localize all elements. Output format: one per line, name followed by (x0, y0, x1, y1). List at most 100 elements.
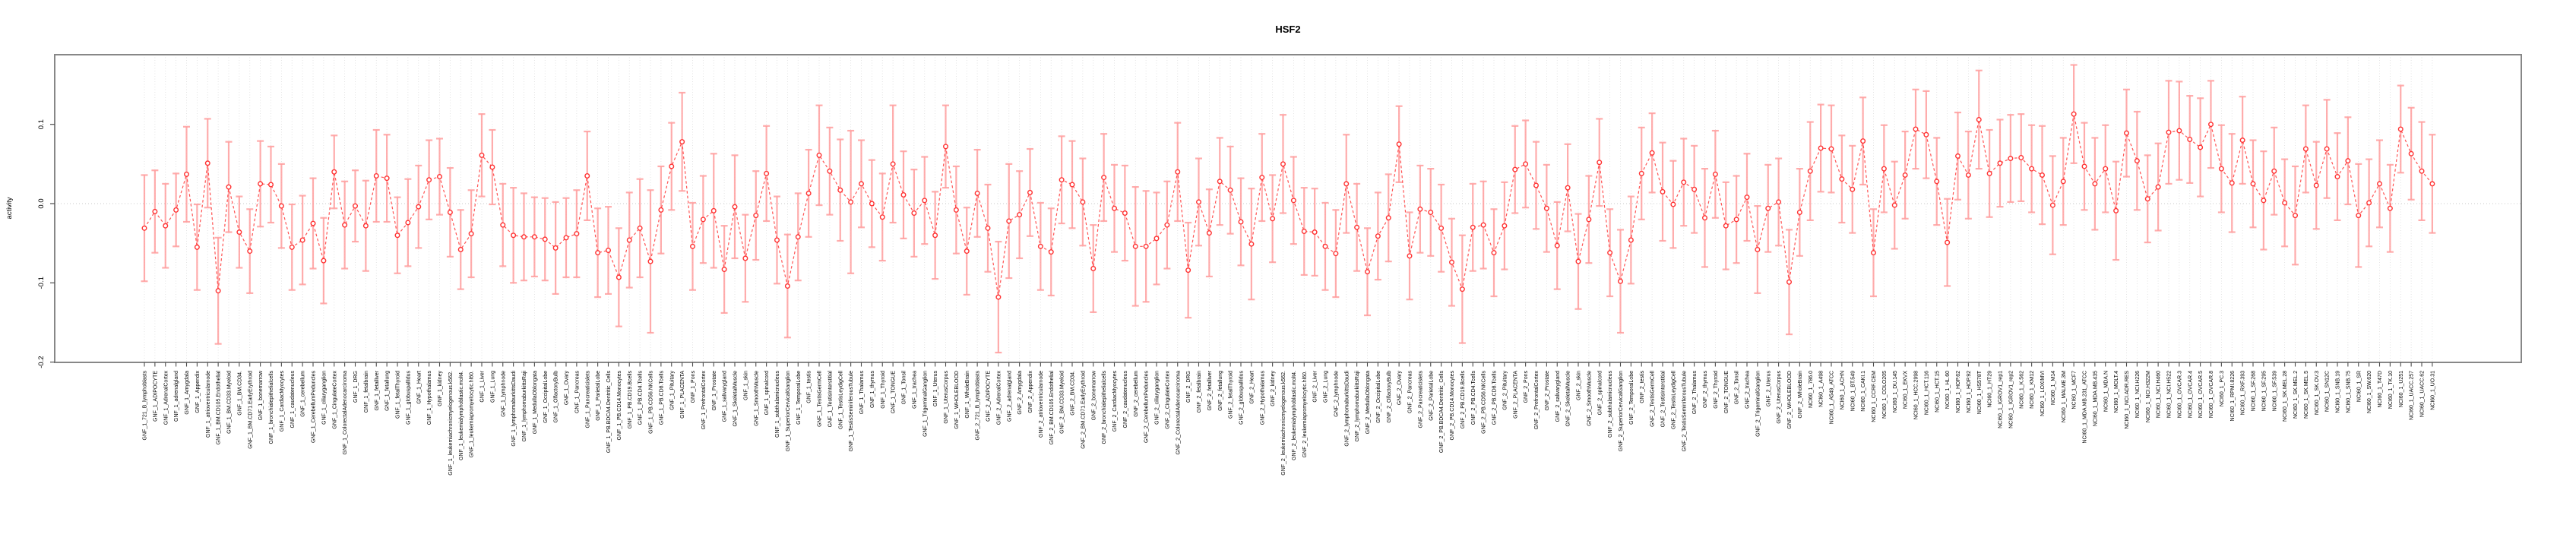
data-point (1006, 218, 1012, 224)
x-tick-label: GNF_2_OlfactoryBulb (1387, 371, 1392, 423)
data-point (985, 225, 991, 231)
x-tick-label: GNF_2_globuspallidus (1239, 371, 1245, 425)
x-tick-label: GNF_2_SuperiorCervicalGanglion (1619, 371, 1624, 451)
data-point (405, 220, 411, 226)
x-tick-label: GNF_2_PB.BDCA4.Dentritic_Cells (1439, 371, 1445, 454)
data-point (215, 288, 221, 294)
data-point (1850, 186, 1856, 192)
x-tick-label: GNF_2_salivarygland (1555, 371, 1561, 422)
data-point (1586, 217, 1592, 223)
x-tick-label: NCI60_1_RPMI.8226 (2230, 371, 2236, 422)
data-point (426, 177, 432, 183)
x-tick-label: GNF_2_TestisSeminiferousTubule (1682, 371, 1687, 451)
x-tick-label: NCI60_1_UACC.257 (2410, 371, 2415, 420)
data-point (1280, 161, 1286, 167)
x-tick-label: GNF_1_BM.CD33.Myeloid (227, 371, 233, 434)
data-point (1407, 253, 1413, 259)
x-tick-label: NCI60_1_UACC.62 (2420, 371, 2426, 417)
data-point (974, 190, 980, 196)
x-tick-label: GNF_2_Heart (1249, 371, 1255, 404)
data-point (1059, 177, 1065, 183)
x-tick-label: NCI60_1_HS578T (1977, 370, 1983, 414)
x-tick-label: GNF_1_WholeBrain (965, 371, 970, 419)
data-point (1364, 269, 1370, 275)
x-tick-label: GNF_1_OccipitalLobe (543, 371, 549, 423)
x-tick-label: NCI60_1_SK.MEL.5 (2304, 371, 2309, 419)
x-tick-label: NCI60_1_NCI.H460 (2157, 371, 2162, 418)
x-tick-label: GNF_1_DRG (353, 371, 359, 403)
data-point (942, 144, 948, 150)
x-tick-label: GNF_2_Thyroid (1714, 371, 1719, 409)
x-tick-label: GNF_1_PB.CD56.NKCells (649, 371, 654, 434)
x-tick-label: GNF_1_lymphomaburkittsDaudi (511, 371, 517, 447)
data-point (1312, 229, 1318, 236)
data-point (384, 175, 390, 182)
x-tick-label: GNF_2_ciliaryganglion (1155, 371, 1160, 425)
x-tick-label: GNF_2_BM.CD71.EarlyErythroid (1081, 371, 1086, 449)
data-point (247, 248, 253, 255)
data-point (1934, 179, 1940, 185)
data-point (1913, 126, 1919, 132)
x-tick-label: NCI60_1_HCT.116 (1924, 371, 1929, 415)
x-tick-label: NCI60_1_OVCAR.4 (2188, 371, 2193, 418)
x-tick-label: GNF_1_UterusCorpus (944, 371, 949, 424)
data-point (1554, 242, 1560, 248)
data-point (953, 207, 959, 213)
x-tick-label: GNF_2_CingulateCortex (1165, 371, 1170, 429)
x-tick-label: GNF_1_PB.BDCA4.Dentritic_Cells (606, 371, 612, 454)
x-tick-label: NCI60_1_HCT.15 (1935, 371, 1940, 413)
data-point (1017, 212, 1023, 218)
x-tick-label: GNF_2_Hypothalamus (1260, 371, 1265, 425)
data-point (1796, 209, 1802, 215)
x-tick-label: GNF_2_Liver (1313, 370, 1318, 402)
x-tick-label: NCI60_1_UO.31 (2430, 371, 2435, 410)
data-point (1195, 199, 1201, 205)
data-point (606, 248, 612, 254)
data-point (331, 169, 337, 175)
data-point (1649, 150, 1655, 156)
data-point (1101, 175, 1107, 181)
data-point (1164, 222, 1170, 228)
x-tick-label: GNF_2_atrioventricularnode (1039, 371, 1044, 438)
data-point (1681, 179, 1687, 185)
data-point (511, 232, 517, 239)
data-point (995, 294, 1002, 300)
data-point (1217, 179, 1223, 185)
x-tick-label: NCI60_1_KM12 (2030, 371, 2035, 409)
data-point (447, 209, 453, 215)
x-tick-label: NCI60_1_SK.MEL.2 (2293, 371, 2299, 419)
data-point (1354, 224, 1360, 230)
x-tick-label: GNF_2_leukemiachronicmyelogenous.k562. (1281, 371, 1286, 476)
data-point (1438, 225, 1445, 231)
data-point (1617, 278, 1623, 284)
plot-frame (54, 54, 2522, 363)
data-point (457, 246, 464, 252)
x-tick-label: GNF_1_721_B_lymphoblasts (143, 371, 148, 441)
data-point (1839, 176, 1845, 182)
x-tick-label: GNF_2_Prostate (1545, 371, 1550, 411)
x-tick-label: GNF_2_PB.CD14.Monocytes (1450, 371, 1455, 441)
x-tick-label: GNF_1_thymus (870, 371, 875, 409)
data-point (1712, 171, 1718, 177)
x-tick-label: GNF_2_BM.CD33.Myeloid (1060, 371, 1065, 434)
data-point (2419, 168, 2425, 174)
data-point (2071, 111, 2077, 117)
x-tick-label: NCI60_1_SR (2356, 371, 2362, 402)
data-point (1986, 170, 1992, 176)
x-tick-label: NCI60_1_DU.145 (1893, 371, 1898, 413)
x-tick-label: NCI60_1_MOLT.4 (2114, 371, 2119, 413)
data-point (321, 258, 327, 264)
x-tick-label: GNF_1_Uterus (933, 371, 938, 407)
data-point (1755, 246, 1761, 252)
x-tick-label: GNF_2_DRG (1186, 371, 1191, 403)
data-point (816, 152, 822, 158)
data-point (2207, 122, 2214, 128)
data-point (1122, 210, 1128, 217)
x-tick-label: GNF_1_Pancreas (574, 371, 580, 414)
x-tick-label: NCI60_1_T47D (2378, 371, 2383, 408)
x-tick-label: GNF_2_subthalamicnucleus (1608, 371, 1613, 438)
x-tick-label: NCI60_1_BT.549 (1850, 371, 1856, 411)
x-tick-label: GNF_2_bronchialepithelialcells (1102, 371, 1107, 444)
x-tick-label: NCI60_1_786.0 (1809, 371, 1814, 408)
x-tick-label: GNF_1_testis (807, 371, 812, 403)
